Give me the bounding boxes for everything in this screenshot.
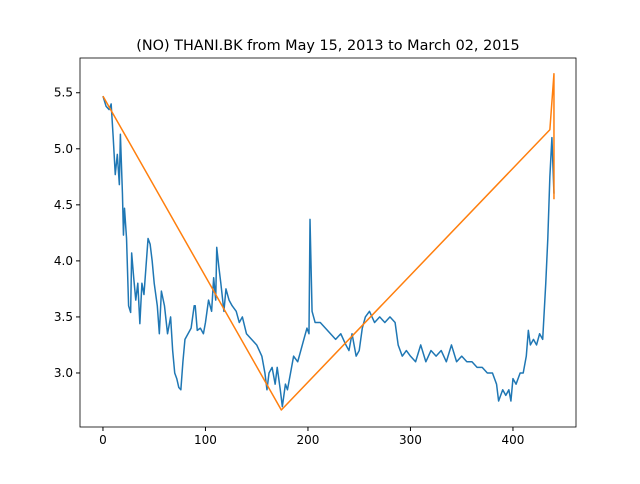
y-tick-label: 3.0: [54, 366, 73, 380]
x-tick-label: 400: [502, 433, 525, 447]
y-tick-label: 4.5: [54, 198, 73, 212]
y-tick-label: 5.5: [54, 86, 73, 100]
x-tick-label: 100: [194, 433, 217, 447]
line: [102, 72, 555, 411]
chart-title: (NO) THANI.BK from May 15, 2013 to March…: [136, 38, 519, 54]
x-tick-label: 0: [99, 433, 107, 447]
y-tick-label: 5.0: [54, 142, 73, 156]
plot-frame: [79, 57, 577, 428]
y-tick-label: 4.0: [54, 254, 73, 268]
line: [102, 95, 555, 408]
y-tick-label: 3.5: [54, 310, 73, 324]
x-tick-label: 300: [399, 433, 422, 447]
x-tick-label: 200: [297, 433, 320, 447]
